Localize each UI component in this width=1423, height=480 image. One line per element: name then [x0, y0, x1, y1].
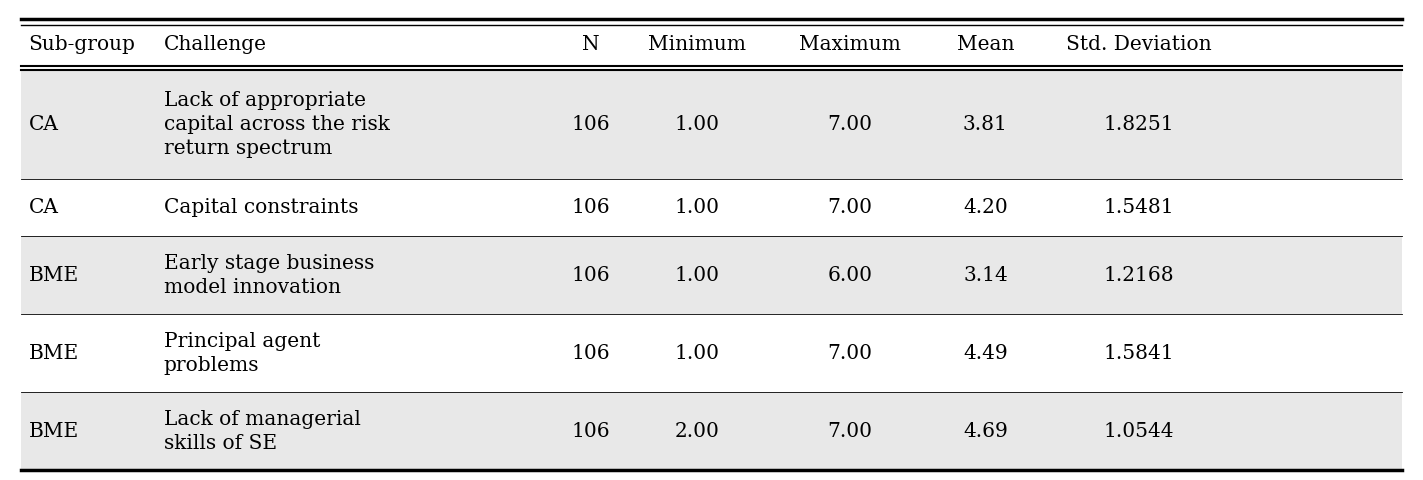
Text: BME: BME [28, 344, 78, 363]
Bar [21, 179, 1402, 236]
Text: N: N [582, 35, 599, 54]
Text: Minimum: Minimum [649, 35, 746, 54]
Text: CA: CA [28, 115, 58, 134]
Bar [21, 19, 1402, 70]
Text: Capital constraints: Capital constraints [164, 198, 359, 217]
Text: 1.2168: 1.2168 [1103, 266, 1174, 285]
Text: Early stage business
model innovation: Early stage business model innovation [164, 254, 374, 297]
Text: 1.0544: 1.0544 [1103, 422, 1174, 441]
Text: 7.00: 7.00 [828, 198, 872, 217]
Text: 106: 106 [571, 198, 610, 217]
Text: BME: BME [28, 266, 78, 285]
Text: 106: 106 [571, 344, 610, 363]
Text: 106: 106 [571, 115, 610, 134]
Text: Lack of managerial
skills of SE: Lack of managerial skills of SE [164, 410, 360, 453]
Text: 4.49: 4.49 [963, 344, 1007, 363]
Bar [21, 314, 1402, 392]
Text: 1.5841: 1.5841 [1103, 344, 1174, 363]
Text: 6.00: 6.00 [828, 266, 872, 285]
Text: 1.5481: 1.5481 [1103, 198, 1174, 217]
Text: Lack of appropriate
capital across the risk
return spectrum: Lack of appropriate capital across the r… [164, 91, 390, 158]
Bar [21, 392, 1402, 470]
Text: Maximum: Maximum [800, 35, 901, 54]
Text: BME: BME [28, 422, 78, 441]
Text: CA: CA [28, 198, 58, 217]
Text: 4.69: 4.69 [963, 422, 1007, 441]
Text: 1.00: 1.00 [675, 266, 720, 285]
Text: 106: 106 [571, 266, 610, 285]
Text: 7.00: 7.00 [828, 115, 872, 134]
Text: 3.14: 3.14 [963, 266, 1007, 285]
Text: 106: 106 [571, 422, 610, 441]
Text: Principal agent
problems: Principal agent problems [164, 332, 320, 375]
Text: 1.8251: 1.8251 [1103, 115, 1174, 134]
Text: 3.81: 3.81 [963, 115, 1007, 134]
Text: 7.00: 7.00 [828, 344, 872, 363]
Text: Mean: Mean [956, 35, 1015, 54]
Text: 1.00: 1.00 [675, 344, 720, 363]
Text: Challenge: Challenge [164, 35, 266, 54]
Text: Sub-group: Sub-group [28, 35, 135, 54]
Text: 1.00: 1.00 [675, 115, 720, 134]
Text: 1.00: 1.00 [675, 198, 720, 217]
Text: Std. Deviation: Std. Deviation [1066, 35, 1211, 54]
Bar [21, 236, 1402, 314]
Text: 4.20: 4.20 [963, 198, 1007, 217]
Bar [21, 70, 1402, 179]
Text: 7.00: 7.00 [828, 422, 872, 441]
Text: 2.00: 2.00 [675, 422, 720, 441]
